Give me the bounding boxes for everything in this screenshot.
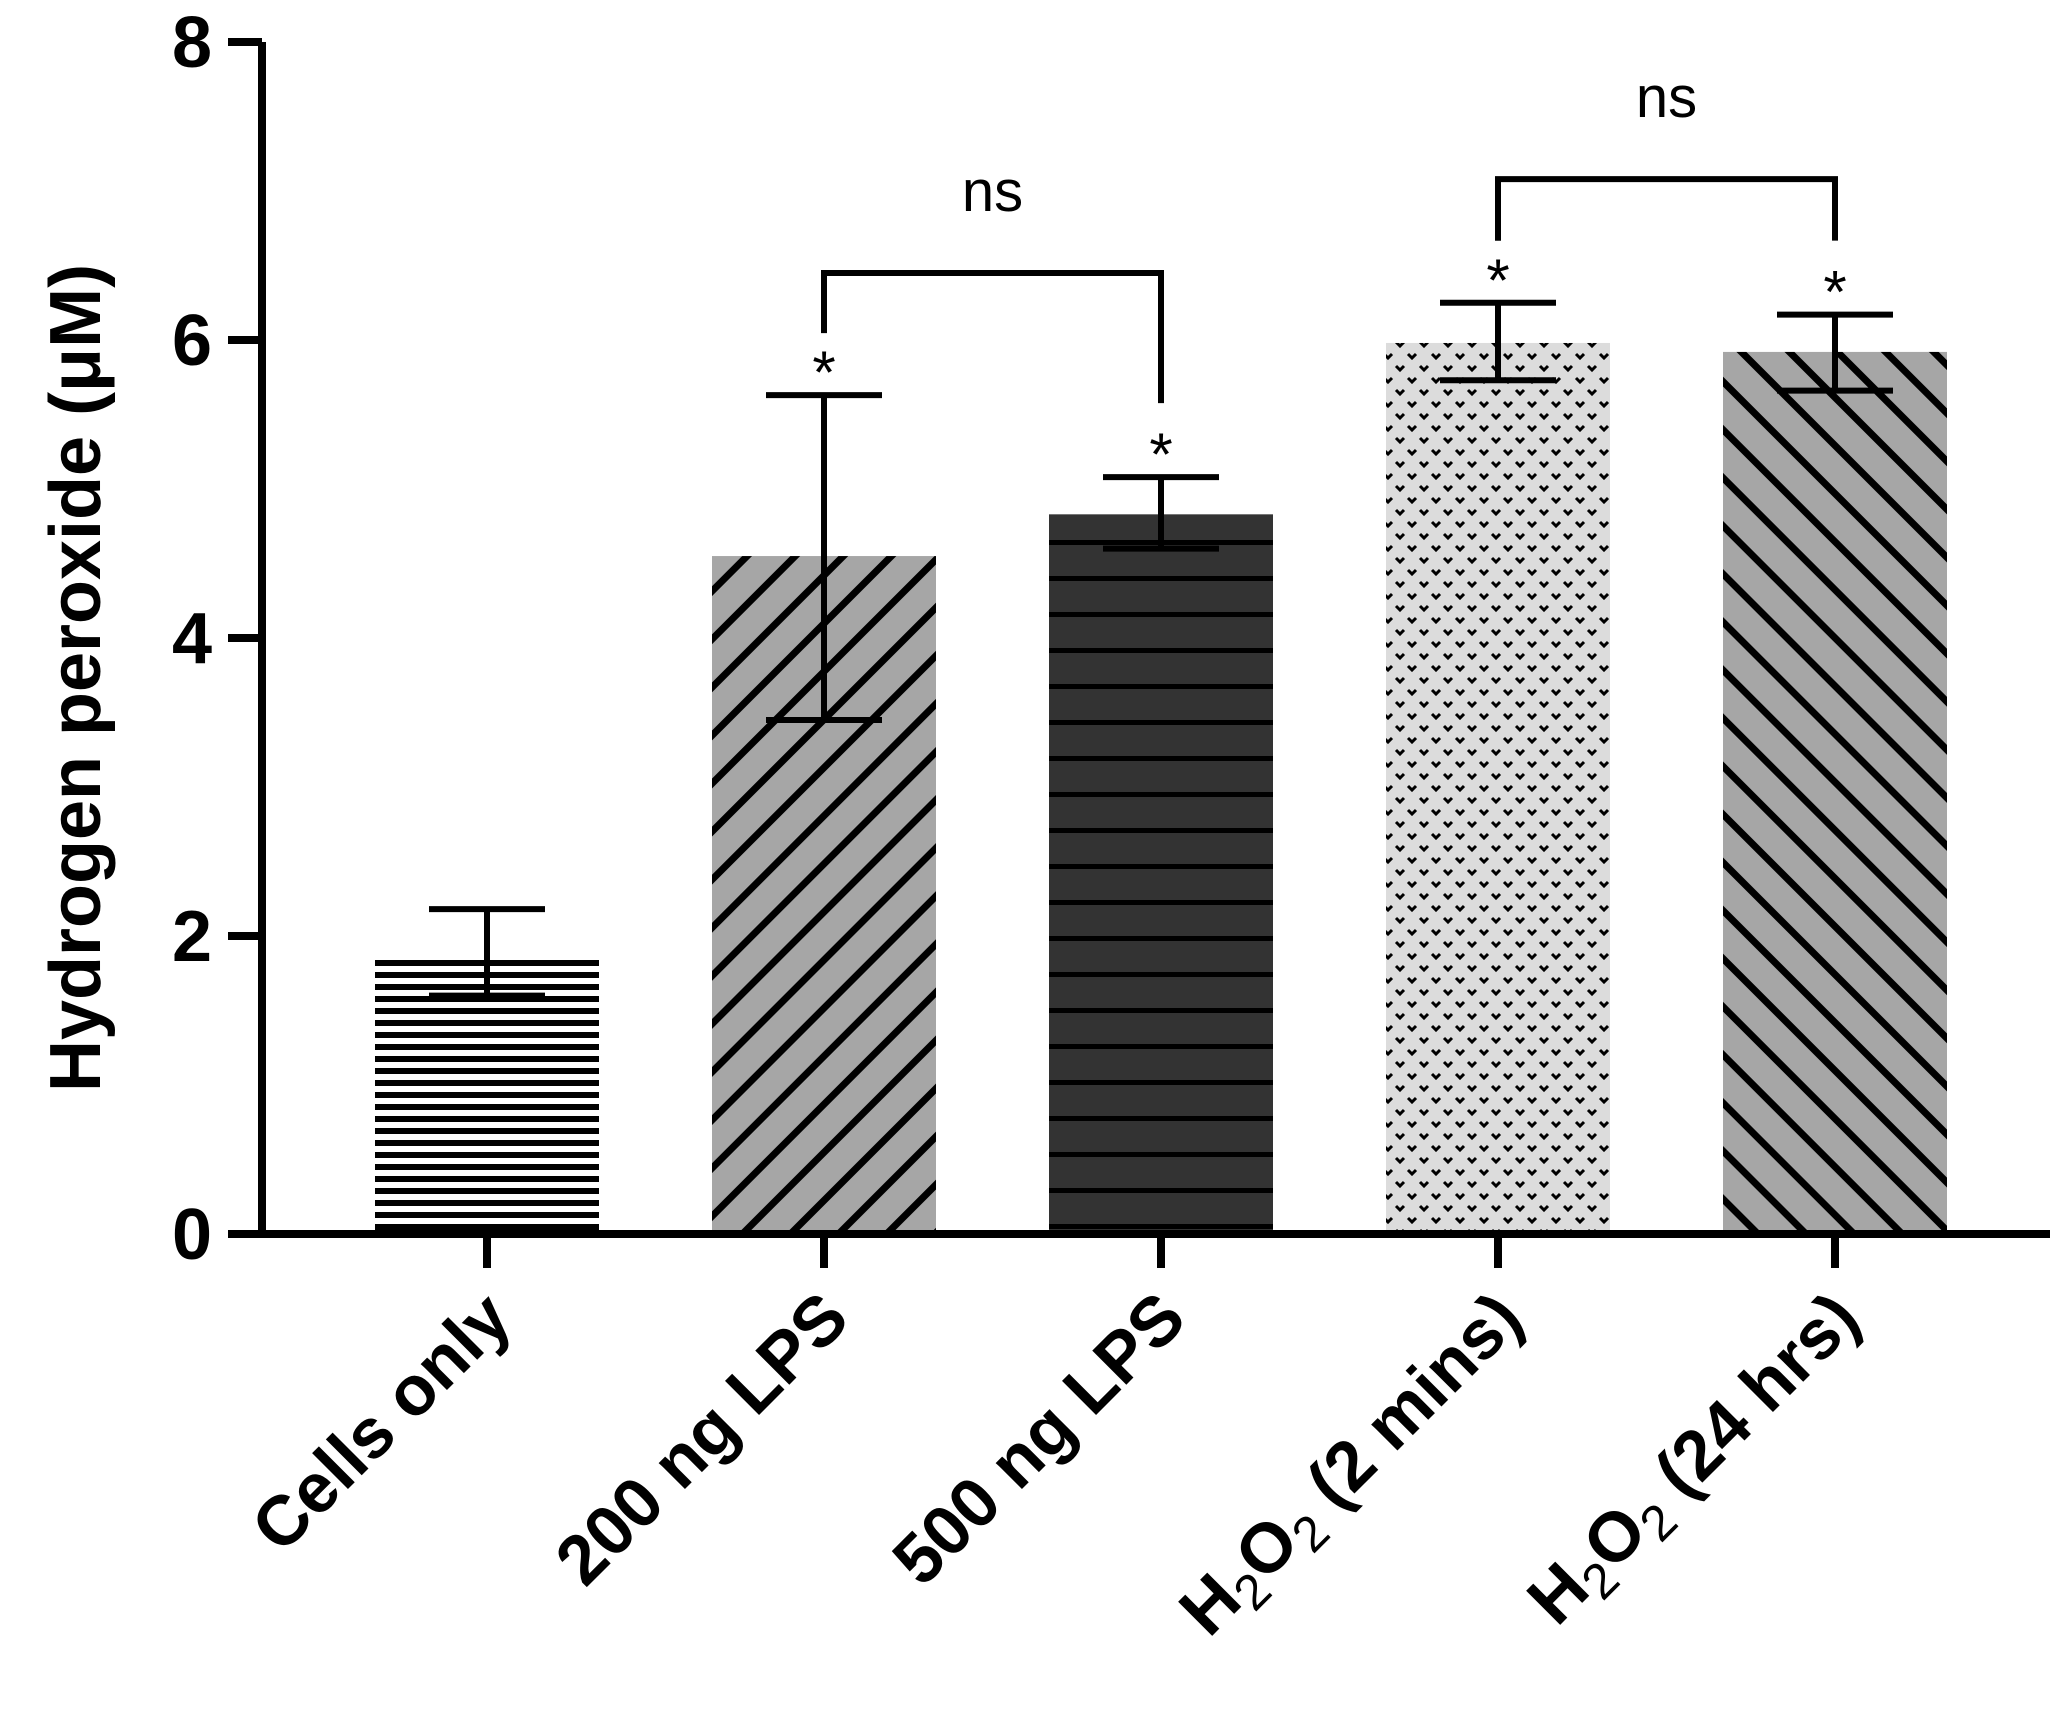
bar-cells xyxy=(375,958,599,1234)
y-ticks-group: 0 2 4 6 8 xyxy=(172,3,262,1275)
comparison-bracket-line xyxy=(1495,176,1838,241)
x-tick-label-part: (2 mins) xyxy=(1278,1277,1537,1536)
bar-lps500 xyxy=(1049,514,1273,1234)
bars-group xyxy=(375,342,1947,1235)
y-axis-label: Hydrogen peroxide (μM) xyxy=(36,264,116,1092)
x-tick-label-h2o2_24h: H2O2 (24 hrs) xyxy=(1512,1277,1880,1645)
comparison-label: ns xyxy=(1636,65,1697,130)
significance-star-lps200: * xyxy=(812,339,835,406)
comparison-bracket-2: ns xyxy=(1495,65,1838,241)
significance-star-h2o2_2m: * xyxy=(1486,247,1509,314)
error-bar-cells xyxy=(429,906,545,999)
y-tick-label: 0 xyxy=(172,1195,212,1275)
y-tick-label: 2 xyxy=(172,897,212,977)
comparison-bracket-1: ns xyxy=(821,159,1164,404)
x-tick-label-cells: Cells only xyxy=(237,1277,526,1566)
x-tick-label-lps200: 200 ng LPS xyxy=(541,1277,863,1599)
x-tick-label-lps500: 500 ng LPS xyxy=(878,1277,1200,1599)
significance-stars-group: * * * * xyxy=(812,247,1846,488)
y-tick-label: 4 xyxy=(172,599,212,679)
bar-h2o2_24h xyxy=(1723,351,1947,1234)
x-tick-label-h2o2_2m: H2O2 (2 mins) xyxy=(1164,1277,1543,1656)
error-bar-lps500 xyxy=(1103,474,1219,552)
error-bars-group xyxy=(429,299,1893,999)
significance-star-h2o2_24h: * xyxy=(1823,259,1846,326)
bar-h2o2_2m xyxy=(1386,342,1610,1235)
error-bar-h2o2_24h xyxy=(1777,311,1893,394)
comparison-brackets-group: ns ns xyxy=(821,65,1838,404)
significance-star-lps500: * xyxy=(1149,421,1172,488)
x-tick-label-part: (24 hrs) xyxy=(1626,1277,1874,1525)
comparison-label: ns xyxy=(962,159,1023,224)
error-bar-h2o2_2m xyxy=(1440,299,1556,384)
y-tick-label: 8 xyxy=(172,3,212,83)
comparison-bracket-line xyxy=(821,269,1164,404)
y-tick-label: 6 xyxy=(172,301,212,381)
error-bar-lps200 xyxy=(766,392,882,723)
